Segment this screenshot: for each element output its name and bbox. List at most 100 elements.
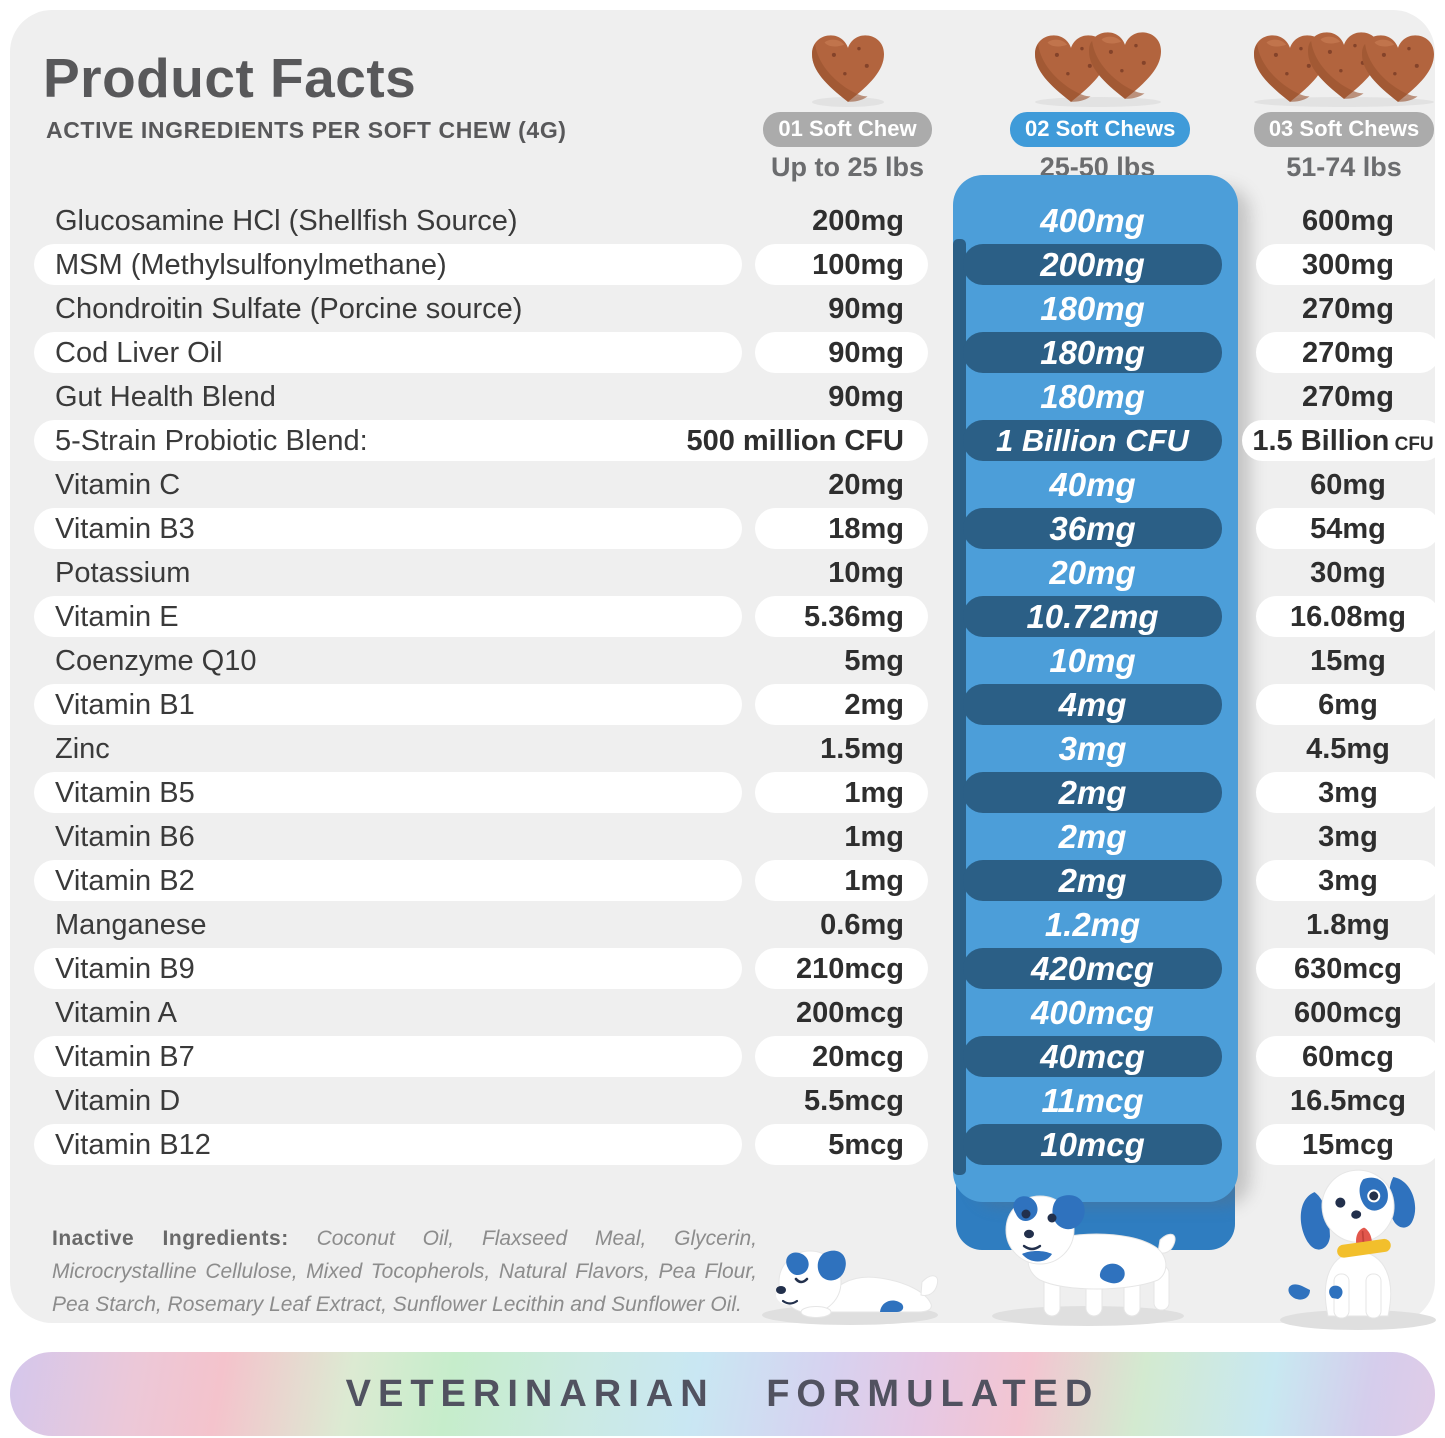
dose-medium-dog: 40mcg	[963, 1036, 1222, 1077]
veterinarian-formulated-banner: VETERINARIAN FORMULATED	[10, 1352, 1435, 1436]
table-row: Zinc 1.5mg 3mg 4.5mg	[34, 728, 1444, 769]
dose-large-dog: 30mg	[1310, 557, 1386, 589]
row-highlight-pill	[755, 684, 928, 725]
table-row: Vitamin D 5.5mcg 11mcg 16.5mcg	[34, 1080, 1444, 1121]
dose-medium-dog: 3mg	[1058, 730, 1127, 767]
dose-large-dog: 270mg	[1302, 381, 1394, 413]
row-highlight-pill	[1256, 948, 1440, 989]
dose-small-dog: 5mg	[844, 645, 904, 677]
table-row: Vitamin B12 5mcg 10mcg 15mcg	[34, 1124, 1444, 1165]
table-row: Gut Health Blend 90mg 180mg 270mg	[34, 376, 1444, 417]
dog-sitting-illustration	[1280, 1169, 1436, 1330]
ingredient-name: MSM (Methylsulfonylmethane)	[55, 249, 447, 281]
dose-small-dog: 500 million CFU	[686, 425, 904, 457]
dose-small-dog: 10mg	[828, 557, 904, 589]
dose-large-dog: 300mg	[1302, 249, 1394, 281]
dose-medium-dog: 2mg	[1058, 818, 1127, 855]
inactive-ingredients: Inactive Ingredients: Coconut Oil, Flaxs…	[52, 1222, 757, 1321]
table-row: Manganese 0.6mg 1.2mg 1.8mg	[34, 904, 1444, 945]
dose-medium-dog: 420mcg	[963, 948, 1222, 989]
dose-large-dog: 270mg	[1302, 293, 1394, 325]
dose-medium-dog: 400mg	[1040, 202, 1145, 239]
dose-small-dog: 1.5mg	[820, 733, 904, 765]
ingredient-name: Vitamin C	[55, 469, 181, 501]
puppy-walking-illustration	[992, 1195, 1184, 1326]
page-subtitle: ACTIVE INGREDIENTS PER SOFT CHEW (4G)	[46, 117, 567, 143]
dose-small-dog: 90mg	[828, 381, 904, 413]
dose-large-dog: 60mcg	[1302, 1041, 1394, 1073]
dose-small-dog: 5mcg	[828, 1129, 904, 1161]
row-highlight-pill	[1256, 1124, 1440, 1165]
chew-count-badge: 01 Soft Chew	[763, 112, 932, 147]
chew-count-badge-highlighted: 02 Soft Chews	[1010, 112, 1191, 147]
dose-large-dog: 16.5mcg	[1289, 1085, 1407, 1117]
row-highlight-pill	[34, 1036, 742, 1077]
dose-small-dog: 20mg	[828, 469, 904, 501]
table-row: Vitamin B1 2mg 4mg 6mg	[34, 684, 1444, 725]
dose-small-dog: 210mcg	[795, 953, 904, 985]
row-highlight-pill	[34, 772, 742, 813]
row-highlight-pill	[1256, 860, 1440, 901]
dose-medium-dog: 180mg	[1040, 378, 1145, 415]
row-highlight-pill	[1256, 508, 1440, 549]
table-row: Vitamin B2 1mg 2mg 3mg	[34, 860, 1444, 901]
inactive-ingredients-text: Coconut Oil, Flaxseed Meal, Glycerin, Mi…	[52, 1227, 758, 1316]
ingredient-name: Potassium	[55, 557, 191, 589]
dose-small-dog: 5.5mcg	[804, 1085, 904, 1117]
ingredient-name: Vitamin E	[55, 601, 179, 633]
dose-medium-dog: 180mg	[1040, 290, 1145, 327]
table-row: Vitamin B6 1mg 2mg 3mg	[34, 816, 1444, 857]
dose-medium-dog: 180mg	[963, 332, 1222, 373]
dose-medium-dog: 11mcg	[1041, 1082, 1144, 1119]
row-highlight-pill	[755, 860, 928, 901]
dose-medium-dog: 1 Billion CFU	[963, 420, 1222, 461]
dose-large-dog: 600mcg	[1293, 997, 1402, 1029]
dose-medium-dog: 10.72mg	[963, 596, 1222, 637]
row-highlight-pill	[34, 684, 742, 725]
ingredient-name: Vitamin B3	[55, 513, 195, 545]
dose-large-dog: 54mg	[1310, 513, 1386, 545]
table-row: 5-Strain Probiotic Blend: 500 million CF…	[34, 420, 1444, 461]
dose-medium-dog: 2mg	[963, 772, 1222, 813]
puppy-bowing-illustration	[762, 1250, 939, 1325]
dose-medium-dog: 200mg	[963, 244, 1222, 285]
soft-chew-icon	[1248, 28, 1440, 108]
dose-large-dog: 1.8mg	[1306, 909, 1390, 941]
row-highlight-pill	[755, 244, 928, 285]
dose-small-dog: 1mg	[844, 821, 904, 853]
row-highlight-pill	[1256, 684, 1440, 725]
column-header-2: 02 Soft Chews 25-50 lbs	[1010, 28, 1191, 183]
ingredient-name: Vitamin A	[55, 997, 177, 1029]
dose-large-dog: 270mg	[1302, 337, 1394, 369]
ingredient-name: Gut Health Blend	[55, 381, 276, 413]
dose-large-dog: 3mg	[1318, 777, 1378, 809]
dose-small-dog: 1mg	[844, 777, 904, 809]
dose-medium-dog: 10mg	[1049, 642, 1136, 679]
column-header-1: 01 Soft Chew Up to 25 lbs	[755, 28, 940, 183]
weight-range-label: Up to 25 lbs	[770, 152, 925, 182]
row-highlight-pill	[755, 332, 928, 373]
soft-chew-icon	[755, 28, 940, 108]
ingredient-name: Vitamin B2	[55, 865, 195, 897]
table-row: Vitamin C 20mg 40mg 60mg	[34, 464, 1444, 505]
row-highlight-pill	[1242, 420, 1444, 461]
dose-large-dog: 630mcg	[1293, 953, 1402, 985]
dose-large-dog: 600mg	[1302, 205, 1394, 237]
row-highlight-pill	[1256, 772, 1440, 813]
dose-small-dog: 5.36mg	[804, 601, 904, 633]
dose-large-dog: 4.5mg	[1306, 733, 1390, 765]
dose-small-dog: 20mcg	[812, 1041, 904, 1073]
chew-count-badge: 03 Soft Chews	[1253, 112, 1435, 147]
row-highlight-pill	[34, 508, 742, 549]
table-row: Vitamin B7 20mcg 40mcg 60mcg	[34, 1036, 1444, 1077]
dose-unit-small: CFU	[1389, 434, 1434, 455]
table-row: Potassium 10mg 20mg 30mg	[34, 552, 1444, 593]
table-row: Chondroitin Sulfate (Porcine source) 90m…	[34, 288, 1444, 329]
dose-large-dog: 15mcg	[1302, 1129, 1394, 1161]
row-highlight-pill	[34, 420, 928, 461]
dose-medium-dog: 10mcg	[963, 1124, 1222, 1165]
column-left-rail	[953, 239, 966, 1175]
dose-small-dog: 0.6mg	[820, 909, 904, 941]
row-highlight-pill	[1256, 332, 1440, 373]
row-highlight-pill	[34, 948, 742, 989]
